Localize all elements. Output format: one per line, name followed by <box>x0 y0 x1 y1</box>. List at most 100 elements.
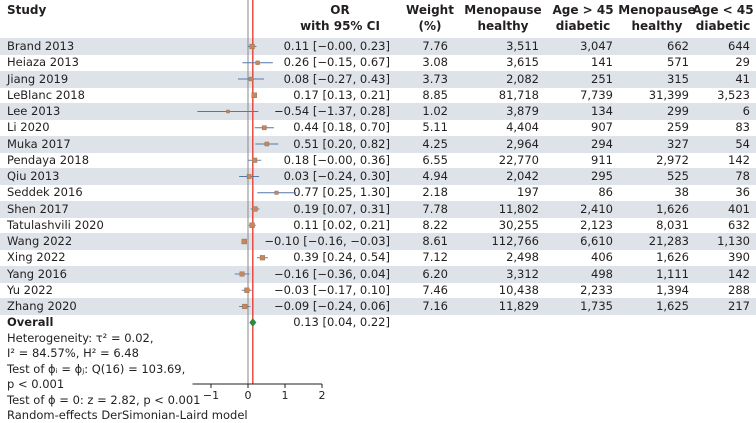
menopause-healthy-2-count: 1,626 <box>656 250 689 265</box>
study-weight: 1.02 <box>422 104 448 118</box>
x-tick-label: −1 <box>203 389 219 402</box>
study-name: Yang 2016 <box>7 266 67 281</box>
study-weight: 6.55 <box>422 152 448 167</box>
overall-diamond <box>249 318 257 327</box>
menopause-healthy-2-count: 21,283 <box>648 234 689 248</box>
age-over-45-diabetic-count: 498 <box>591 266 613 281</box>
age-over-45-diabetic-count: 134 <box>591 104 613 118</box>
x-tick-label: 0 <box>245 389 252 402</box>
header-agelt45-line2: diabetic <box>695 19 751 33</box>
age-over-45-diabetic-count: 907 <box>591 120 613 135</box>
menopause-healthy-1-count: 2,082 <box>506 71 539 86</box>
header-meno2-line1: Menopause <box>618 3 696 17</box>
menopause-healthy-2-count: 1,394 <box>656 282 689 297</box>
header-age-under-45-diabetic: Age < 45 diabetic <box>690 2 756 34</box>
study-weight: 3.08 <box>422 55 448 70</box>
header-weight-line2: (%) <box>418 19 442 33</box>
study-weight: 5.11 <box>422 120 448 135</box>
study-marker <box>252 157 258 163</box>
age-under-45-diabetic-count: 1,130 <box>717 234 750 248</box>
menopause-healthy-2-count: 662 <box>667 39 689 53</box>
study-row: Yang 2016 −0.16 [−0.36, 0.04] 6.20 3,312 498… <box>0 265 756 283</box>
age-over-45-diabetic-count: 911 <box>591 152 613 167</box>
study-name: Seddek 2016 <box>7 185 83 200</box>
menopause-healthy-1-count: 3,312 <box>506 266 539 281</box>
study-weight: 4.94 <box>422 169 448 183</box>
study-name: Li 2020 <box>7 120 50 135</box>
menopause-healthy-1-count: 3,879 <box>506 104 539 118</box>
age-over-45-diabetic-count: 2,410 <box>580 201 613 216</box>
test-phi-line2: p < 0.001 <box>7 377 65 391</box>
age-under-45-diabetic-count: 288 <box>728 282 750 297</box>
study-marker <box>251 92 257 98</box>
study-weight: 7.76 <box>422 39 448 53</box>
study-row: Lee 2013 −0.54 [−1.37, 0.28] 1.02 3,879 134 2… <box>0 103 756 120</box>
study-weight: 7.46 <box>422 282 448 297</box>
study-weight: 7.16 <box>422 299 448 313</box>
study-marker <box>252 206 258 212</box>
study-ci-text: 0.03 [−0.24, 0.30] <box>283 169 390 183</box>
menopause-healthy-2-count: 327 <box>667 136 689 151</box>
overall-row: Overall 0.13 [0.04, 0.22] <box>0 314 756 331</box>
study-weight: 6.20 <box>422 266 448 281</box>
study-row: Xing 2022 0.39 [0.24, 0.54] 7.12 2,498 406 1,… <box>0 249 756 266</box>
age-over-45-diabetic-count: 141 <box>591 55 613 70</box>
study-name: Tatulashvili 2020 <box>7 217 104 232</box>
age-under-45-diabetic-count: 401 <box>728 201 750 216</box>
age-under-45-diabetic-count: 142 <box>728 152 750 167</box>
study-ci-text: 0.17 [0.13, 0.21] <box>293 87 390 102</box>
study-name: Zhang 2020 <box>7 299 77 313</box>
menopause-healthy-1-count: 11,829 <box>498 299 539 313</box>
study-marker <box>274 190 279 195</box>
age-under-45-diabetic-count: 3,523 <box>717 87 750 102</box>
study-name: Brand 2013 <box>7 39 75 53</box>
study-weight: 7.12 <box>422 250 448 265</box>
header-meno2-line2: healthy <box>631 19 683 33</box>
study-row: LeBlanc 2018 0.17 [0.13, 0.21] 8.85 81,718 7… <box>0 87 756 104</box>
study-ci-text: 0.11 [0.02, 0.21] <box>293 217 390 232</box>
age-over-45-diabetic-count: 3,047 <box>580 39 613 53</box>
study-ci-text: 0.77 [0.25, 1.30] <box>293 185 390 200</box>
study-row: Pendaya 2018 0.18 [−0.00, 0.36] 6.55 22,770… <box>0 152 756 169</box>
age-over-45-diabetic-count: 2,123 <box>580 217 613 232</box>
study-name: Yu 2022 <box>7 282 53 297</box>
study-ci-text: −0.16 [−0.36, 0.04] <box>273 266 390 281</box>
study-row: Wang 2022 −0.10 [−0.16, −0.03] 8.61 112,766… <box>0 233 756 250</box>
study-row: Tatulashvili 2020 0.11 [0.02, 0.21] 8.22 30… <box>0 217 756 234</box>
menopause-healthy-2-count: 1,111 <box>656 266 689 281</box>
age-under-45-diabetic-count: 29 <box>735 55 750 70</box>
study-ci-text: −0.10 [−0.16, −0.03] <box>264 234 390 248</box>
study-row: Li 2020 0.44 [0.18, 0.70] 5.11 4,404 907 259 8… <box>0 119 756 136</box>
menopause-healthy-2-count: 571 <box>667 55 689 70</box>
study-marker <box>261 125 267 131</box>
menopause-healthy-1-count: 197 <box>517 185 539 200</box>
menopause-healthy-2-count: 259 <box>667 120 689 135</box>
study-name: Qiu 2013 <box>7 169 60 183</box>
study-name: Shen 2017 <box>7 201 69 216</box>
menopause-healthy-1-count: 3,511 <box>506 39 539 53</box>
age-under-45-diabetic-count: 217 <box>728 299 750 313</box>
menopause-healthy-1-count: 112,766 <box>491 234 539 248</box>
study-name: LeBlanc 2018 <box>7 87 85 102</box>
menopause-healthy-1-count: 10,438 <box>498 282 539 297</box>
study-row: Jiang 2019 0.08 [−0.27, 0.43] 3.73 2,082 251… <box>0 70 756 88</box>
study-row: Shen 2017 0.19 [0.07, 0.31] 7.78 11,802 2,41… <box>0 200 756 218</box>
model-description: Random-effects DerSimonian-Laird model <box>7 408 248 422</box>
study-row: Qiu 2013 0.03 [−0.24, 0.30] 4.94 2,042 295 52… <box>0 168 756 185</box>
study-ci-text: −0.09 [−0.24, 0.06] <box>273 299 390 313</box>
header-or-line1: OR <box>330 3 350 17</box>
study-marker <box>248 76 254 82</box>
age-over-45-diabetic-count: 7,739 <box>580 87 613 102</box>
study-ci-text: −0.54 [−1.37, 0.28] <box>273 104 390 118</box>
overall-ci-text: 0.13 [0.04, 0.22] <box>293 315 390 329</box>
x-tick-label: 2 <box>319 389 326 402</box>
study-marker <box>241 238 247 245</box>
menopause-healthy-1-count: 2,498 <box>506 250 539 265</box>
study-name: Heiaza 2013 <box>7 55 79 70</box>
menopause-healthy-1-count: 30,255 <box>498 217 539 232</box>
age-over-45-diabetic-count: 86 <box>598 185 613 200</box>
study-ci-text: −0.03 [−0.17, 0.10] <box>273 282 390 297</box>
header-study: Study <box>7 3 47 17</box>
study-name: Wang 2022 <box>7 234 73 248</box>
